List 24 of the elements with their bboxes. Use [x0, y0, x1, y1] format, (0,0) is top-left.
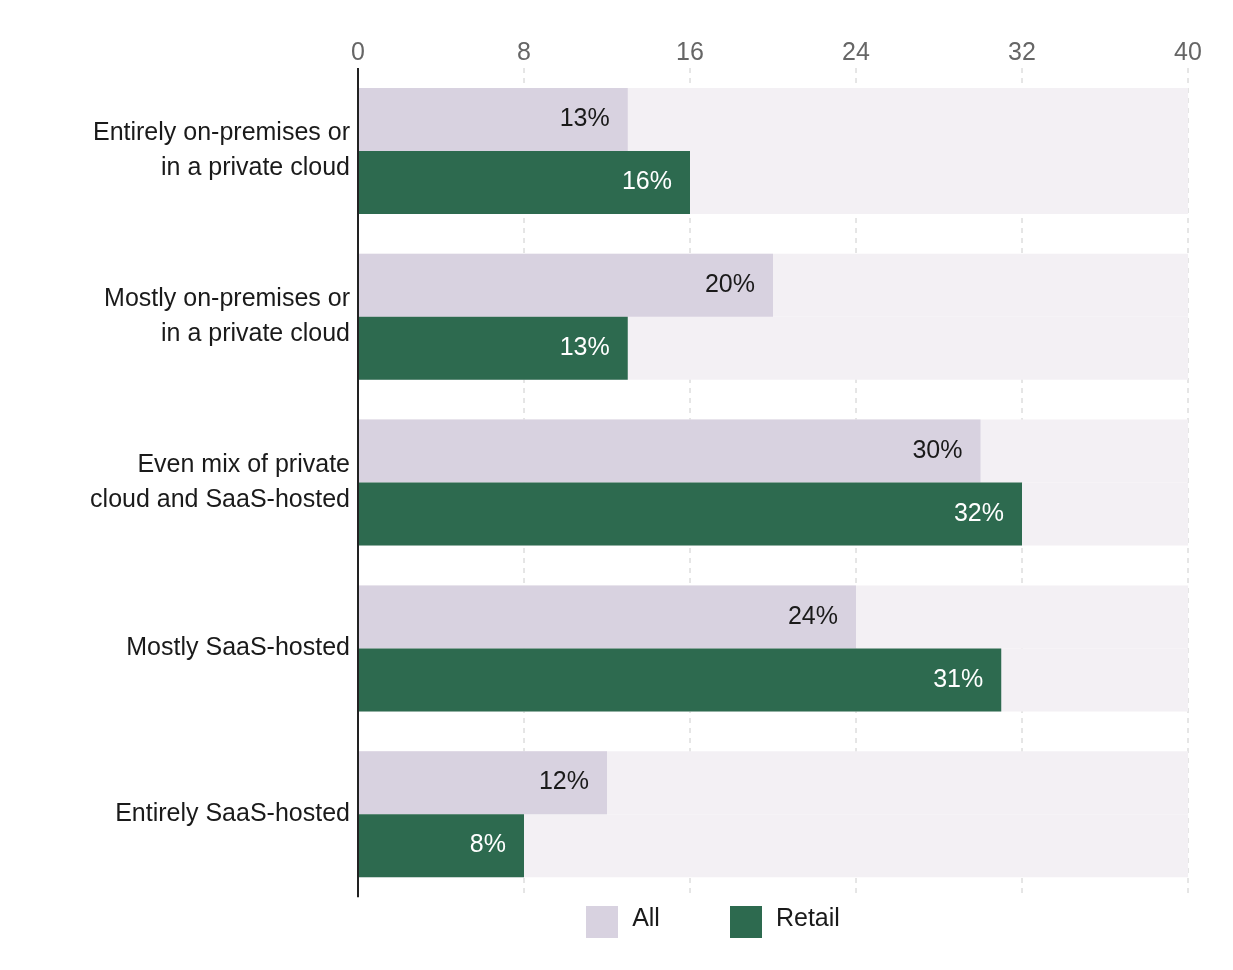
data-label: 13%: [559, 331, 610, 360]
x-tick-label: 32: [1008, 37, 1036, 65]
x-tick-label: 0: [351, 37, 365, 65]
data-label: 8%: [469, 829, 506, 858]
data-label: 31%: [933, 663, 984, 692]
y-tick-label: Even mix of private cloud and SaaS-hosted: [90, 448, 350, 512]
data-label: 30%: [912, 434, 963, 463]
y-tick-label: Entirely on-premises or in a private cloud: [92, 117, 350, 181]
data-label: 12%: [538, 766, 589, 795]
y-tick-label: Mostly on-premises or in a private cloud: [104, 282, 350, 346]
data-label: 13%: [559, 103, 610, 132]
legend-label: Retail: [775, 903, 840, 932]
y-tick-label: Entirely SaaS-hosted: [115, 797, 350, 826]
data-label: 32%: [953, 497, 1004, 526]
x-tick-label: 40: [1174, 37, 1202, 65]
x-tick-label: 8: [517, 37, 531, 65]
data-label: 16%: [621, 166, 672, 195]
y-tick-label: Mostly SaaS-hosted: [126, 632, 350, 661]
x-tick-label: 16: [676, 37, 704, 65]
legend-label: All: [632, 903, 660, 932]
x-tick-label: 24: [842, 37, 870, 65]
data-label: 24%: [787, 600, 838, 629]
data-label: 20%: [704, 268, 755, 297]
bar: [358, 814, 524, 878]
